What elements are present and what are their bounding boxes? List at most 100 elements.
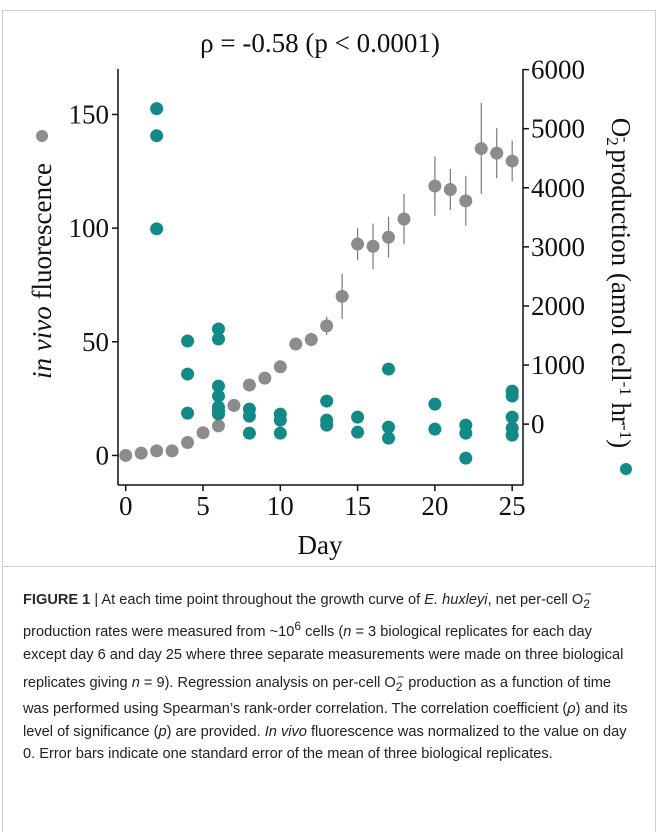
caption-run: ) are provided. [166, 723, 265, 740]
caption-run: n [343, 624, 352, 641]
point [289, 337, 303, 351]
caption-run: ρ [567, 701, 576, 718]
y-legend-marker [36, 130, 48, 142]
point [227, 398, 241, 412]
caption-run: O [384, 674, 396, 691]
caption-run: 2 [395, 679, 403, 694]
y2-tick-label: 5000 [531, 114, 585, 144]
point [150, 102, 164, 116]
point [181, 406, 195, 420]
caption-run: | At each time point throughout the grow… [90, 591, 425, 608]
point [150, 222, 164, 236]
caption-run: E. huxleyi [424, 591, 488, 608]
chart: ρ = -0.58 (p < 0.0001) Day 0 5 10 15 20 25050… [27, 28, 636, 560]
separator [3, 566, 655, 567]
point [505, 428, 519, 442]
y-axis-label-part: fluorescence [27, 163, 57, 306]
point [320, 418, 334, 432]
point [134, 446, 148, 460]
caption-run: = 9). Regression analysis on per-cell [139, 674, 385, 691]
x-tick-label: 25 [499, 491, 526, 521]
y2-tick-label: 2000 [531, 291, 585, 321]
y-axis-label: in vivo fluorescence [27, 163, 57, 379]
point [459, 426, 473, 440]
point [351, 410, 365, 424]
y2-tick-label: 1000 [531, 350, 585, 380]
y-axis-label-part: in vivo [27, 306, 57, 379]
point [428, 397, 442, 411]
point [459, 194, 473, 208]
point [304, 333, 318, 347]
caption-run: 6 [294, 619, 302, 634]
point [211, 332, 225, 346]
point [335, 289, 349, 303]
point [382, 431, 396, 445]
y2-tick-label: 6000 [531, 55, 585, 85]
point [196, 426, 210, 440]
point [181, 334, 195, 348]
point [443, 182, 457, 196]
caption-run: In vivo [264, 723, 307, 740]
point [428, 179, 442, 193]
point [474, 142, 488, 156]
point [211, 407, 225, 421]
y2-axis-label: O2- production (amol cell-1 hr-1) [603, 118, 636, 448]
point [211, 389, 225, 403]
point [320, 394, 334, 408]
point [211, 322, 225, 336]
y2-axis-label-part: 2 [603, 137, 622, 146]
y2-axis-label-part: - [616, 137, 635, 143]
caption-run: ) and its level of significance ( [23, 701, 628, 740]
x-tick-label: 5 [196, 491, 210, 521]
point [428, 422, 442, 436]
caption-run: 2 [583, 596, 591, 611]
y2-axis-label-part: -1 [616, 425, 635, 439]
point [165, 444, 179, 458]
point [181, 435, 195, 449]
point [211, 379, 225, 393]
point [490, 146, 504, 160]
caption-run: production as a function of time was per… [23, 674, 612, 718]
caption-run: p [158, 723, 167, 740]
caption-run: cells ( [301, 624, 344, 641]
caption-run: = 3 biological replicates for each day e… [23, 624, 624, 691]
point [273, 360, 287, 374]
point [211, 419, 225, 433]
y-tick-label: 0 [96, 440, 110, 470]
point [273, 426, 287, 440]
point [242, 426, 256, 440]
caption-run: − [397, 670, 405, 685]
x-tick-label: 20 [421, 491, 448, 521]
caption-run: fluorescence was normalized to the value… [23, 723, 627, 763]
caption-run: − [584, 587, 592, 601]
point [505, 410, 519, 424]
point [382, 230, 396, 244]
caption-run: , net per-cell [487, 591, 572, 608]
figure: ρ = -0.58 (p < 0.0001) Day 0 5 10 15 20 25 0 50… [2, 10, 656, 832]
y2-tick-label: 3000 [531, 232, 585, 262]
point [258, 371, 272, 385]
point [242, 409, 256, 423]
point [150, 129, 164, 143]
y-tick-label: 150 [69, 99, 110, 129]
y2-tick-label: 4000 [531, 173, 585, 203]
point [382, 362, 396, 376]
x-tick-label: 10 [267, 491, 294, 521]
caption-run: O [571, 591, 584, 608]
caption: FIGURE 1 | At each time point throughout… [23, 583, 635, 766]
point [320, 319, 334, 333]
y2-axis-label-part: hr [606, 396, 636, 425]
x-axis-label: Day [298, 530, 343, 560]
x-tick-label: 15 [344, 491, 371, 521]
point [366, 239, 380, 253]
point [181, 367, 195, 381]
caption-run: production rates were measured from ~10 [23, 624, 295, 641]
point [382, 420, 396, 434]
y2-tick-label: 0 [531, 409, 545, 439]
point [351, 237, 365, 251]
y2-axis-label-part: ) [606, 439, 636, 448]
point [397, 212, 411, 226]
point [150, 444, 164, 458]
x-tick-label: 0 [119, 491, 133, 521]
y2-axis-label-part: -1 [616, 382, 635, 396]
